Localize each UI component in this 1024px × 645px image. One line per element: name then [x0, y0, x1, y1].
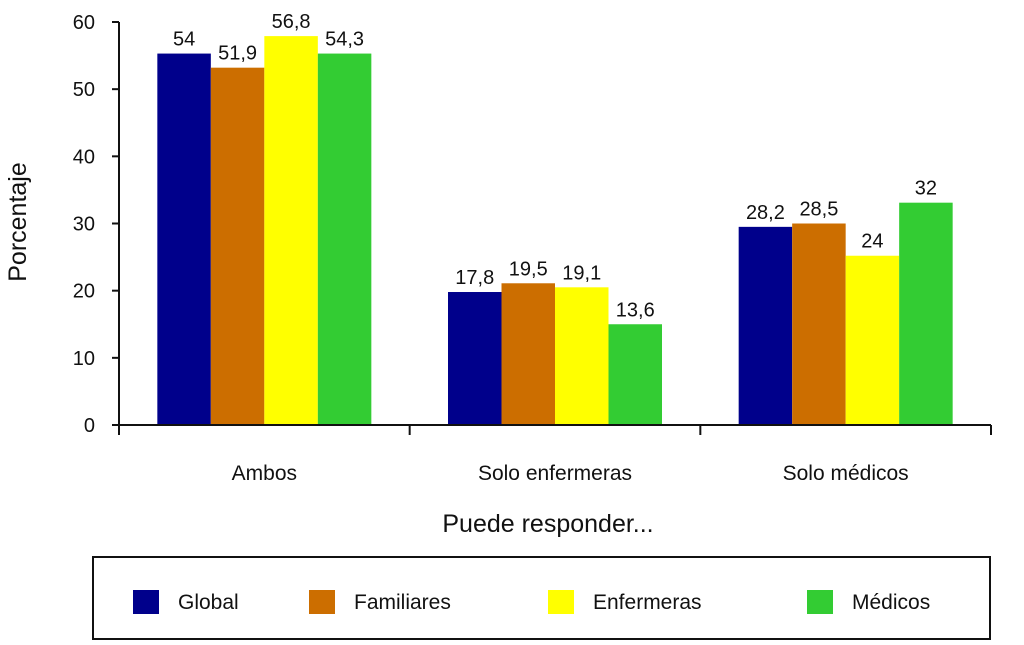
- legend-label: Enfermeras: [593, 591, 702, 614]
- legend-box: [92, 556, 991, 640]
- bar-global-3: [738, 226, 793, 425]
- bar-familiares-1: [210, 67, 265, 425]
- legend-swatch-médicos: [807, 590, 833, 614]
- bar-médicos-3: [899, 202, 953, 425]
- y-tick-label: 40: [73, 146, 95, 168]
- y-tick-label: 20: [73, 281, 95, 303]
- data-label: 17,8: [455, 267, 494, 289]
- category-label: Ambos: [232, 462, 297, 485]
- bar-enfermeras-2: [555, 287, 609, 425]
- x-axis-title: Puede responder...: [442, 510, 653, 538]
- bar-enfermeras-3: [845, 255, 900, 425]
- legend: Global Familiares Enfermeras Médicos: [92, 556, 991, 640]
- y-axis-title: Porcentaje: [4, 162, 32, 282]
- category-label: Solo médicos: [783, 462, 909, 485]
- bar-médicos-1: [317, 53, 372, 426]
- y-tick-label: 50: [73, 79, 95, 101]
- data-label: 54: [173, 29, 195, 51]
- data-label: 19,1: [562, 262, 601, 284]
- legend-label: Global: [178, 591, 239, 614]
- bar-familiares-2: [501, 283, 555, 425]
- labels-layer: 0 10 20 30 40 50 60 54 51,9 56,8 54,3 Ambos 17,8 19,5…: [73, 11, 937, 485]
- data-label: 28,5: [799, 199, 838, 221]
- y-tick-label: 30: [73, 214, 95, 236]
- y-tick-label: 60: [73, 12, 95, 34]
- bars-layer: [157, 36, 953, 426]
- data-label: 32: [915, 178, 937, 200]
- bar-médicos-2: [608, 324, 662, 425]
- category-label: Solo enfermeras: [478, 462, 632, 485]
- axes-layer: [112, 21, 992, 435]
- legend-swatch-global: [133, 590, 159, 614]
- y-tick-label: 10: [73, 348, 95, 370]
- legend-label: Médicos: [852, 591, 930, 614]
- data-label: 54,3: [325, 29, 364, 51]
- bar-familiares-3: [792, 223, 846, 425]
- legend-swatch-familiares: [309, 590, 335, 614]
- data-label: 51,9: [218, 43, 257, 65]
- legend-label: Familiares: [354, 591, 451, 614]
- data-label: 24: [861, 231, 883, 253]
- legend-swatch-enfermeras: [548, 590, 574, 614]
- y-tick-label: 0: [84, 415, 95, 437]
- data-label: 19,5: [509, 258, 548, 280]
- bar-global-1: [157, 53, 211, 426]
- data-label: 13,6: [616, 299, 655, 321]
- data-label: 56,8: [272, 11, 311, 33]
- bar-enfermeras-1: [264, 36, 318, 425]
- bar-global-2: [448, 292, 502, 425]
- legend-items: Global Familiares Enfermeras Médicos: [133, 590, 930, 614]
- data-label: 28,2: [746, 202, 785, 224]
